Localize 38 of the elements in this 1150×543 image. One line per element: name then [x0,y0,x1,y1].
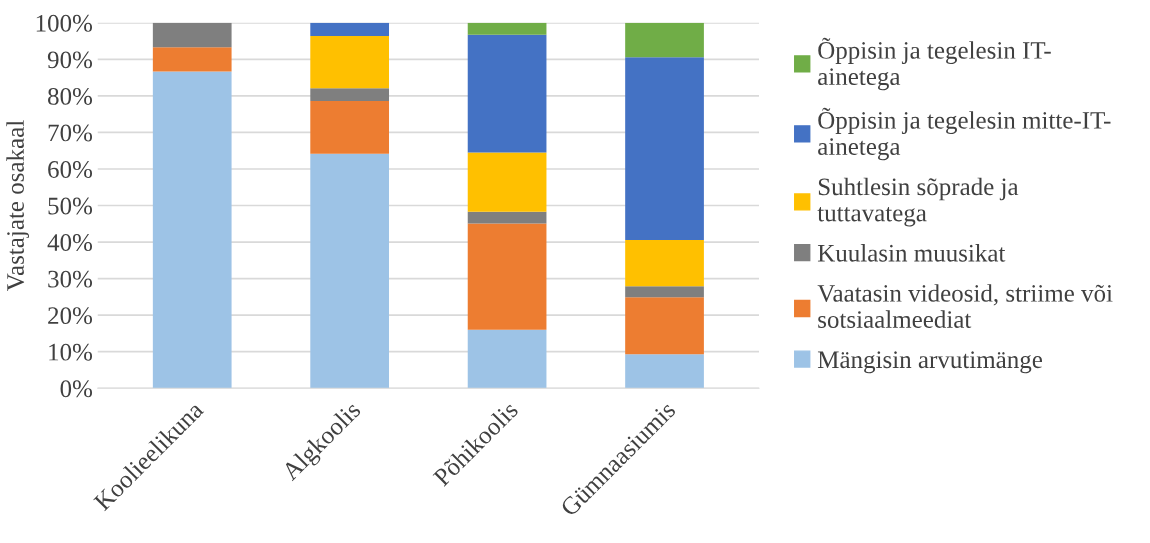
bar [310,22,390,36]
legend-label: Õppisin ja tegelesin IT- ainetega [818,37,1051,91]
bar [152,47,232,72]
bar [625,239,704,287]
y-tick-label: 90% [47,51,93,69]
y-tick-label: 40% [47,234,93,252]
y-tick-label: 20% [48,307,93,325]
y-tick-label: 100% [36,14,93,32]
bar [467,211,547,224]
legend-label: Mängisin arvutimänge [817,351,1043,374]
y-tick-label: 0% [60,380,93,398]
bar [625,286,704,298]
y-tick-label: 60% [48,161,93,178]
bar [467,329,547,389]
legend-label: Suhtlesin sõprade ja tuttavatega [817,177,1019,227]
bar [310,101,390,154]
y-tick-label: 80% [48,87,93,105]
bar [625,297,704,355]
bar [310,153,390,389]
y-tick-label: 30% [48,270,93,288]
bar [467,152,547,212]
bar [467,223,547,330]
bar [310,88,390,102]
bar [625,354,704,389]
y-tick-label: 10% [49,343,93,361]
bar [152,71,232,389]
bar [625,57,704,240]
legend-label: Kuulasin muusikat [817,244,1006,262]
bar [625,22,704,58]
bar [152,22,232,48]
bar [467,34,547,153]
bar [467,22,547,35]
y-tick-label: 70% [48,124,93,142]
legend-label: Vaatasin videosid, striime või sotsiaalmeediat [817,284,1113,328]
y-tick-label: 50% [48,197,93,215]
bar [310,35,390,89]
legend-label: Õppisin ja tegelesin mitte-IT- ainetega [818,107,1111,161]
y-axis-title: Vastajate osakaal [6,120,30,291]
